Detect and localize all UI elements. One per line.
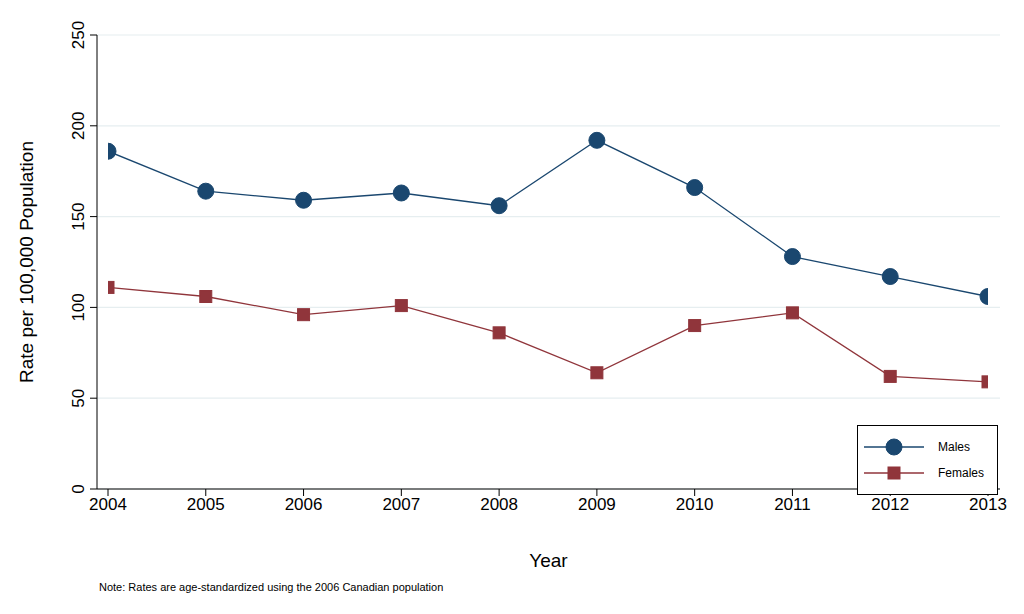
svg-text:Rate per 100,000 Population: Rate per 100,000 Population	[16, 141, 37, 383]
svg-text:250: 250	[69, 21, 88, 49]
svg-text:50: 50	[69, 389, 88, 408]
svg-text:150: 150	[69, 202, 88, 230]
svg-text:2008: 2008	[480, 495, 518, 514]
svg-text:2010: 2010	[676, 495, 714, 514]
svg-text:200: 200	[69, 112, 88, 140]
svg-text:2009: 2009	[578, 495, 616, 514]
svg-text:2007: 2007	[382, 495, 420, 514]
svg-text:2005: 2005	[187, 495, 225, 514]
svg-text:Year: Year	[529, 550, 568, 571]
svg-text:2012: 2012	[871, 495, 909, 514]
html-text:Note: Rates are age-standardiz: Note: Rates are age-standardized using t…	[99, 581, 444, 593]
svg-text:2006: 2006	[285, 495, 323, 514]
svg-text:100: 100	[69, 293, 88, 321]
svg-text:2013: 2013	[969, 495, 1007, 514]
svg-text:0: 0	[69, 484, 88, 493]
svg-text:2011: 2011	[774, 495, 811, 514]
html-text:Males: Males	[938, 440, 970, 454]
html-text:Females: Females	[938, 466, 984, 480]
svg-text:2004: 2004	[89, 495, 127, 514]
